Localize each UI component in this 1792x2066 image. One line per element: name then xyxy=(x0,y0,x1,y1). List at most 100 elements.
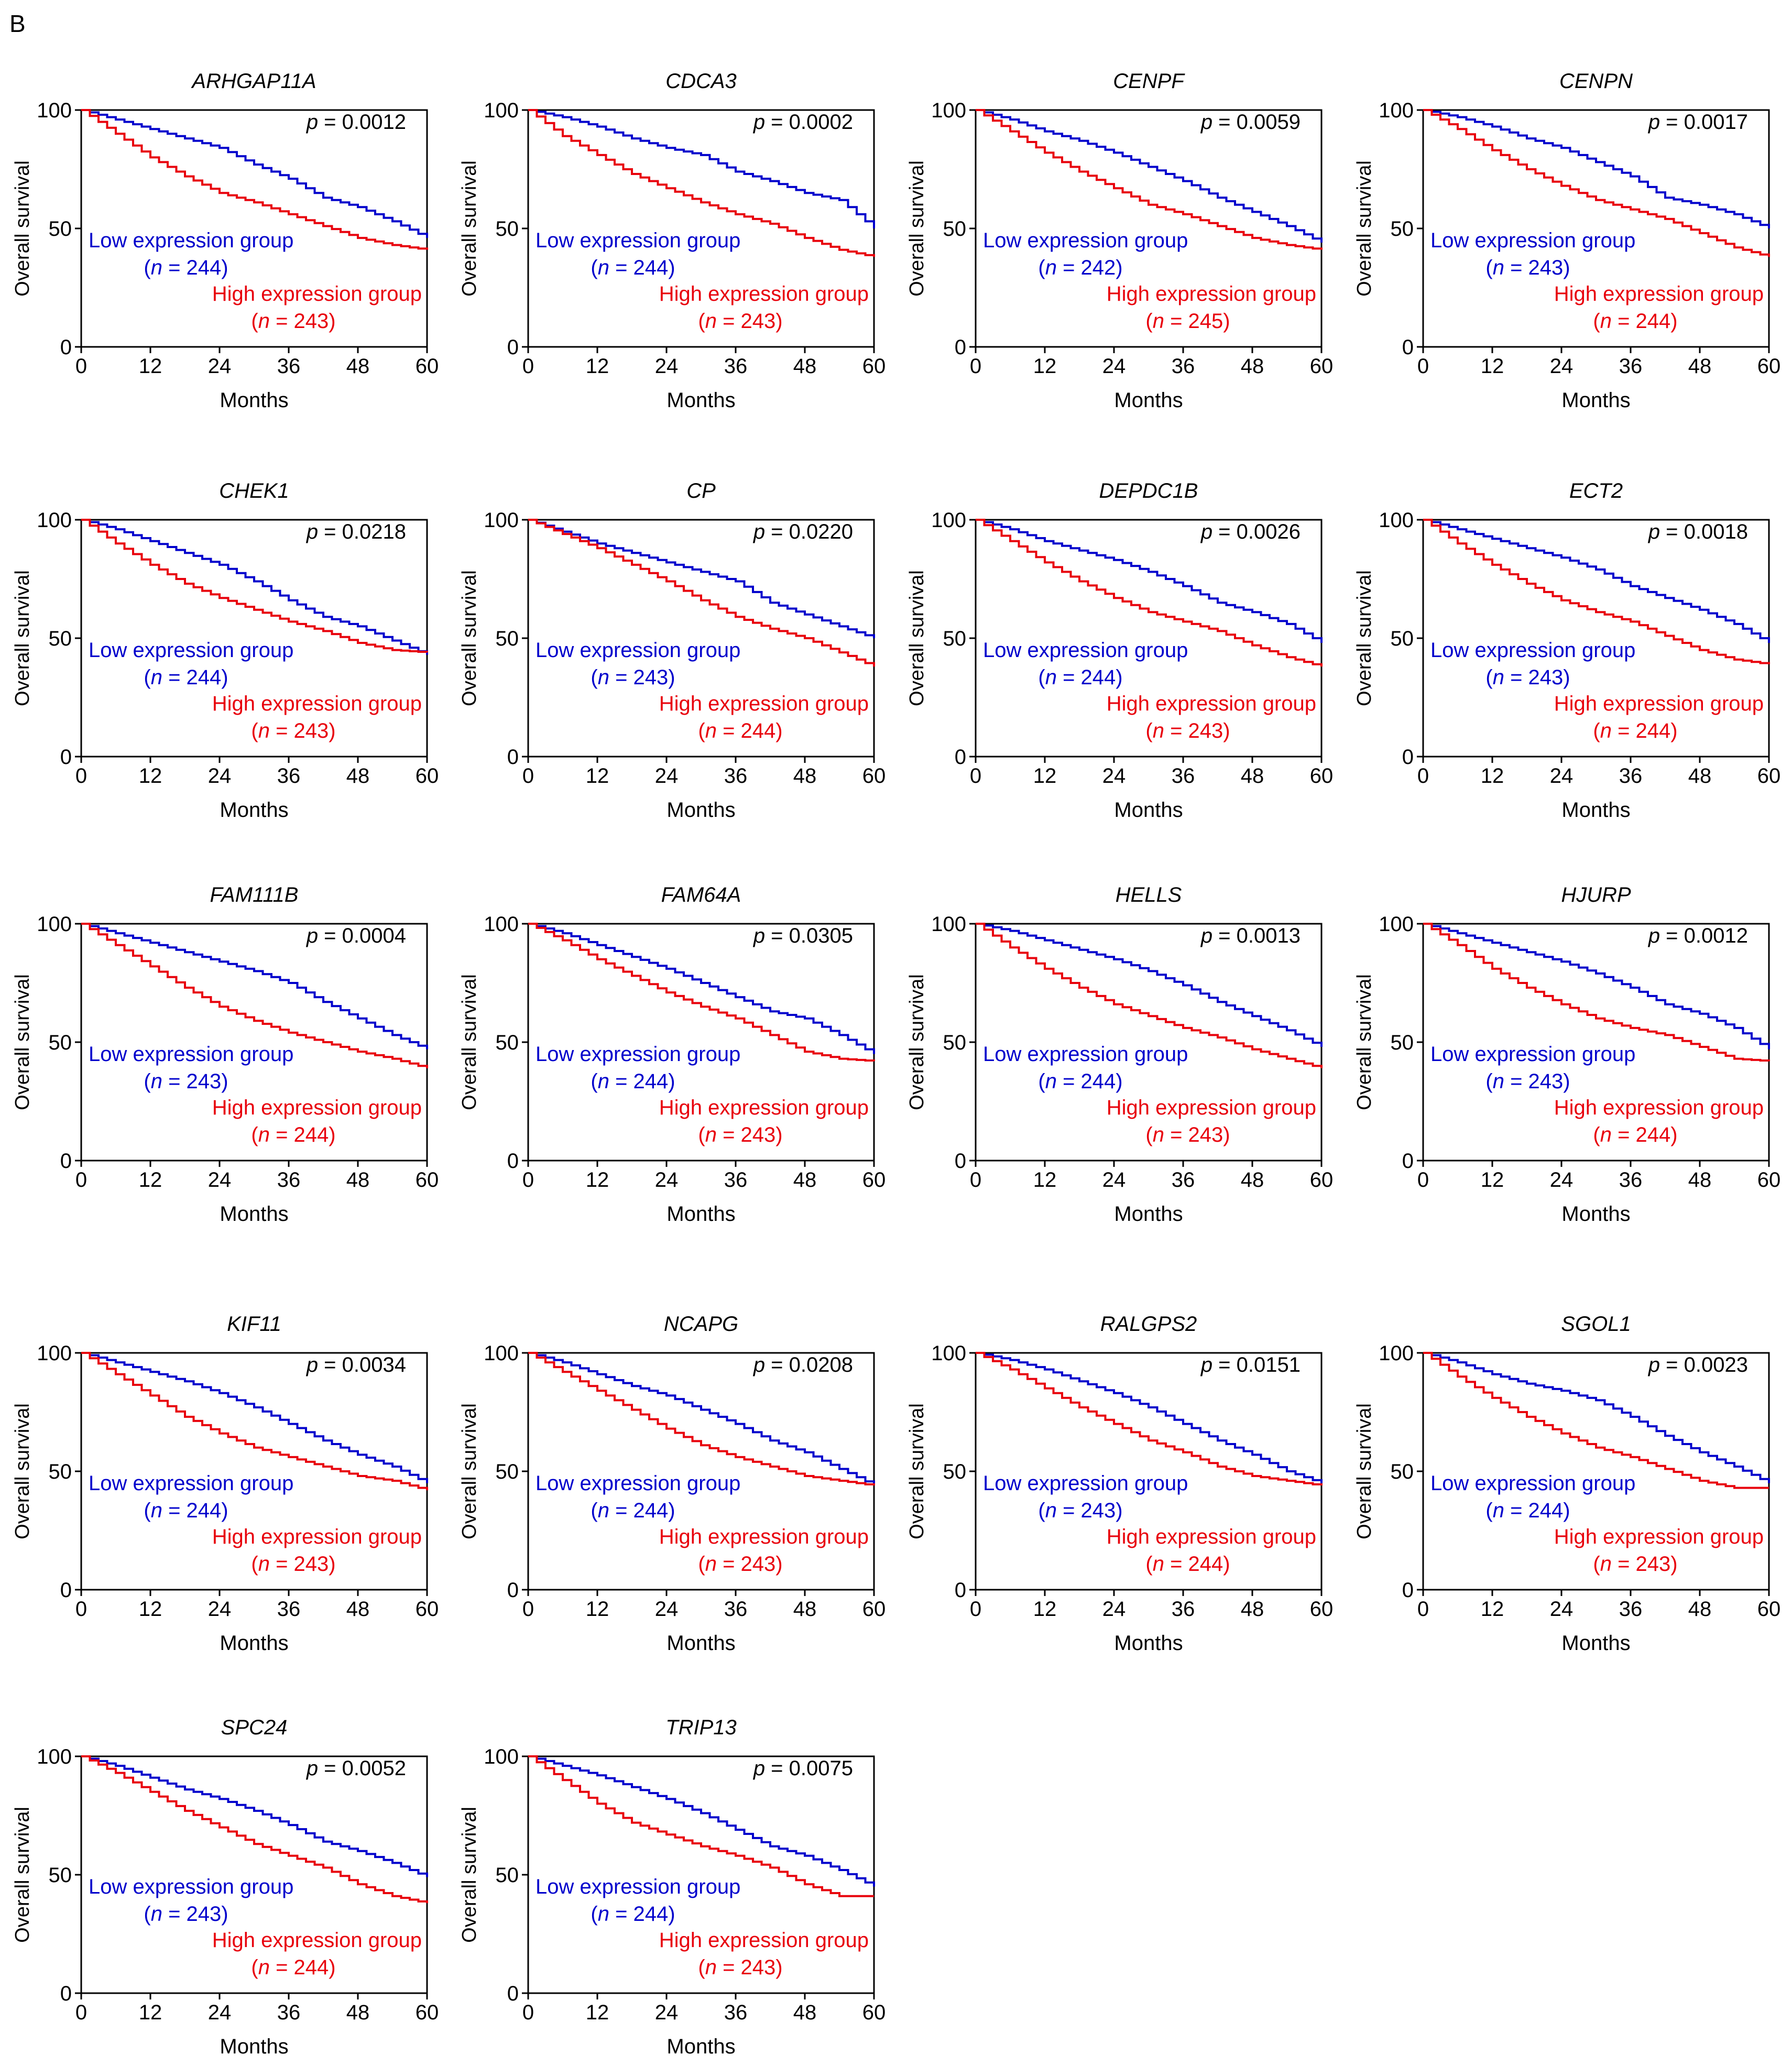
x-axis-label: Months xyxy=(1561,799,1630,822)
x-tick-label: 36 xyxy=(1172,1168,1195,1191)
panel-title: ARHGAP11A xyxy=(191,70,316,93)
p-value: p = 0.0052 xyxy=(306,1757,406,1780)
x-tick-label: 12 xyxy=(1481,355,1504,378)
km-plot-ect2: ECT2 0 12 24 36 48 60 0 50 100 Months Overall survi… xyxy=(1353,479,1781,822)
y-axis-label: Overall survival xyxy=(906,160,928,297)
low-expression-curve xyxy=(1423,109,1770,228)
low-expression-curve xyxy=(1423,923,1770,1050)
y-axis-label: Overall survival xyxy=(1353,974,1375,1110)
km-plot-arhgap11a: ARHGAP11A 0 12 24 36 48 60 0 50 100 Months Overall … xyxy=(12,70,439,412)
x-tick-label: 48 xyxy=(793,1168,817,1191)
legend-high-label: High expression group xyxy=(1107,1525,1316,1548)
low-expression-curve xyxy=(976,519,1323,643)
panel-title: DEPDC1B xyxy=(1099,479,1198,502)
y-tick-label: 50 xyxy=(496,1460,519,1483)
p-value: p = 0.0151 xyxy=(1200,1353,1301,1376)
x-axis-label: Months xyxy=(220,1203,288,1226)
x-axis-label: Months xyxy=(1114,389,1183,412)
y-axis-label: Overall survival xyxy=(12,160,34,297)
km-plot-fam64a: FAM64A 0 12 24 36 48 60 0 50 100 Months Overall sur… xyxy=(458,883,886,1226)
p-value: p = 0.0059 xyxy=(1200,111,1301,134)
y-tick-label: 0 xyxy=(60,336,72,359)
panel-title: FAM64A xyxy=(661,883,741,906)
x-axis-label: Months xyxy=(666,1203,735,1226)
x-axis-label: Months xyxy=(220,389,288,412)
x-tick-label: 36 xyxy=(1619,1168,1643,1191)
y-tick-label: 0 xyxy=(1402,746,1414,769)
panel-title: CENPF xyxy=(1113,70,1185,93)
low-expression-curve xyxy=(81,519,428,655)
x-tick-label: 48 xyxy=(1688,764,1712,788)
x-tick-label: 0 xyxy=(970,1598,981,1621)
p-value: p = 0.0208 xyxy=(753,1353,853,1376)
legend-low-label: Low expression group xyxy=(89,1043,293,1066)
legend-low-n: (n = 244) xyxy=(1485,1499,1570,1522)
x-tick-label: 24 xyxy=(208,2001,232,2024)
p-value: p = 0.0004 xyxy=(306,924,406,947)
y-tick-label: 50 xyxy=(496,1031,519,1054)
x-tick-label: 12 xyxy=(139,1168,162,1191)
y-tick-label: 50 xyxy=(49,1460,72,1483)
legend-high-label: High expression group xyxy=(659,1929,869,1952)
x-axis-label: Months xyxy=(220,799,288,822)
y-tick-label: 100 xyxy=(1379,509,1414,532)
x-tick-label: 36 xyxy=(277,2001,301,2024)
x-tick-label: 0 xyxy=(75,2001,87,2024)
y-tick-label: 0 xyxy=(507,1579,519,1602)
legend-high-n: (n = 243) xyxy=(251,310,335,333)
p-value: p = 0.0026 xyxy=(1200,520,1301,543)
x-tick-label: 36 xyxy=(277,1598,301,1621)
x-tick-label: 36 xyxy=(277,764,301,788)
figure-label: B xyxy=(9,10,26,37)
legend-high-label: High expression group xyxy=(212,1525,422,1548)
legend-low-n: (n = 243) xyxy=(144,1070,228,1093)
x-axis-label: Months xyxy=(1561,389,1630,412)
legend-high-n: (n = 243) xyxy=(251,1553,335,1576)
legend-low-n: (n = 243) xyxy=(1485,256,1570,279)
y-axis-label: Overall survival xyxy=(1353,570,1375,706)
high-expression-curve xyxy=(528,519,875,667)
legend-high-label: High expression group xyxy=(1107,1096,1316,1119)
x-tick-label: 60 xyxy=(1310,1168,1334,1191)
y-tick-label: 50 xyxy=(943,627,967,650)
high-expression-curve xyxy=(528,1755,874,1897)
p-value: p = 0.0017 xyxy=(1648,111,1748,134)
km-plot-ncapg: NCAPG 0 12 24 36 48 60 0 50 100 Months Overall surv… xyxy=(458,1313,886,1655)
x-tick-label: 60 xyxy=(1757,764,1781,788)
legend-high-n: (n = 244) xyxy=(251,1123,335,1146)
x-tick-label: 12 xyxy=(586,1598,609,1621)
legend-high-label: High expression group xyxy=(659,692,869,715)
x-tick-label: 0 xyxy=(75,1598,87,1621)
x-tick-label: 0 xyxy=(1417,355,1429,378)
y-tick-label: 50 xyxy=(1391,627,1414,650)
x-tick-label: 48 xyxy=(346,355,370,378)
x-tick-label: 12 xyxy=(139,764,162,788)
legend-low-n: (n = 243) xyxy=(1485,1070,1570,1093)
x-tick-label: 0 xyxy=(75,764,87,788)
km-plot-hjurp: HJURP 0 12 24 36 48 60 0 50 100 Months Overall surv… xyxy=(1353,883,1780,1226)
x-axis-label: Months xyxy=(666,389,735,412)
y-tick-label: 100 xyxy=(1379,913,1414,936)
legend-high-label: High expression group xyxy=(1554,692,1764,715)
legend-high-n: (n = 244) xyxy=(698,719,782,742)
x-axis-label: Months xyxy=(1561,1203,1630,1226)
x-tick-label: 12 xyxy=(1033,1598,1057,1621)
x-axis-label: Months xyxy=(1561,1632,1630,1655)
p-value: p = 0.0220 xyxy=(753,520,853,543)
x-tick-label: 0 xyxy=(970,355,981,378)
p-value: p = 0.0002 xyxy=(753,111,853,134)
x-tick-label: 24 xyxy=(1550,355,1574,378)
y-tick-label: 0 xyxy=(1402,1579,1414,1602)
y-tick-label: 50 xyxy=(496,217,519,241)
x-tick-label: 24 xyxy=(1102,764,1126,788)
legend-high-label: High expression group xyxy=(1554,1096,1764,1119)
legend-high-label: High expression group xyxy=(1107,692,1316,715)
y-tick-label: 50 xyxy=(496,627,519,650)
panel-title: SGOL1 xyxy=(1561,1313,1631,1336)
y-tick-label: 0 xyxy=(60,1982,72,2005)
legend-low-label: Low expression group xyxy=(983,1043,1188,1066)
legend-high-n: (n = 243) xyxy=(698,1553,782,1576)
x-tick-label: 60 xyxy=(1310,1598,1334,1621)
x-tick-label: 36 xyxy=(277,1168,301,1191)
